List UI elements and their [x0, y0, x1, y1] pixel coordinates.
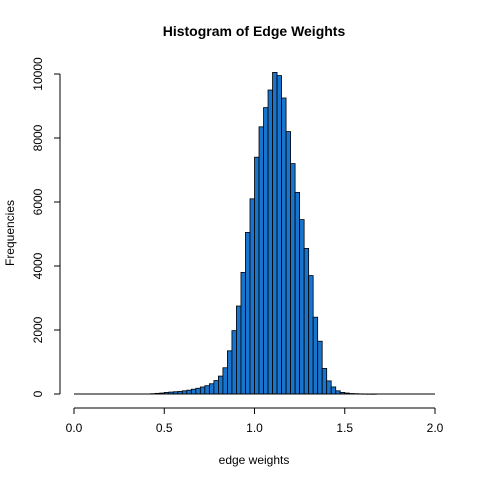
histogram-bar: [222, 367, 228, 395]
histogram-bar: [236, 305, 242, 395]
y-tick-label: 4000: [31, 252, 45, 279]
y-tick-label: 10000: [31, 57, 45, 91]
y-tick-label: 6000: [31, 188, 45, 215]
histogram-bar: [312, 316, 319, 395]
histogram-bar: [317, 340, 323, 395]
histogram-bar: [208, 383, 215, 395]
histogram-bar: [272, 72, 278, 395]
y-tick-label: 2000: [31, 316, 45, 343]
histogram-bar: [294, 191, 301, 395]
histogram-bar: [245, 231, 251, 395]
x-tick-label: 0.0: [66, 421, 83, 435]
histogram-bar: [249, 198, 255, 395]
histogram-bar: [217, 375, 224, 395]
histogram-bar: [227, 350, 233, 395]
histogram-bar: [276, 75, 282, 395]
histogram-bar: [281, 97, 287, 395]
y-axis: 0 2000 4000 6000 8000 10000: [31, 57, 61, 397]
histogram-bar: [308, 275, 314, 395]
bars-group: [74, 72, 435, 395]
y-tick-label: 8000: [31, 124, 45, 151]
y-tick-label: 0: [31, 390, 45, 397]
y-axis-label: Frequencies: [3, 200, 17, 266]
histogram-bar: [321, 367, 328, 395]
x-tick-label: 1.5: [336, 421, 353, 435]
chart-title: Histogram of Edge Weights: [163, 23, 346, 39]
histogram-bar: [240, 271, 246, 395]
histogram-bar: [213, 380, 219, 395]
histogram-bar: [330, 386, 337, 395]
x-axis-label: edge weights: [219, 453, 290, 467]
x-tick-label: 1.0: [246, 421, 263, 435]
histogram-bar: [299, 219, 305, 395]
x-tick-label: 0.5: [156, 421, 173, 435]
histogram-bar: [290, 163, 296, 395]
histogram-bar: [231, 330, 237, 395]
x-tick-label: 2.0: [427, 421, 444, 435]
histogram-bar: [195, 387, 201, 395]
histogram-bar: [303, 247, 310, 395]
histogram-bar: [204, 385, 210, 395]
histogram-bar: [190, 388, 197, 395]
histogram-bar: [285, 131, 291, 395]
histogram-bar: [199, 386, 206, 395]
histogram-bar: [263, 107, 269, 395]
histogram-bar: [326, 380, 332, 395]
histogram-bar: [254, 156, 260, 395]
histogram-bar: [186, 389, 192, 395]
x-axis: 0.0 0.5 1.0 1.5 2.0: [66, 407, 444, 435]
histogram-bar: [267, 89, 273, 395]
histogram-bar: [258, 126, 264, 395]
